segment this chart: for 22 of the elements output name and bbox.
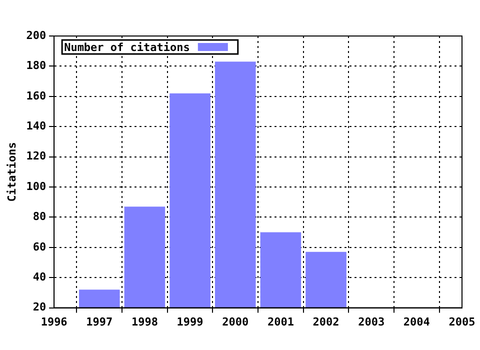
x-tick-label: 2000 bbox=[222, 315, 249, 328]
y-tick-label: 160 bbox=[26, 89, 46, 102]
x-tick-label: 1997 bbox=[86, 315, 113, 328]
y-tick-label: 200 bbox=[26, 28, 46, 42]
x-tick-label: 1998 bbox=[131, 315, 158, 328]
y-tick-label: 40 bbox=[32, 270, 46, 284]
legend-label: Number of citations bbox=[64, 40, 190, 54]
y-tick-label: 120 bbox=[26, 150, 46, 163]
x-tick-label: 2003 bbox=[358, 315, 385, 328]
y-tick-label: 180 bbox=[26, 59, 46, 72]
x-tick-label: 1999 bbox=[176, 315, 204, 328]
x-tick-label: 2001 bbox=[267, 315, 294, 328]
y-tick-label: 20 bbox=[32, 300, 46, 314]
y-tick-label: 140 bbox=[26, 119, 46, 132]
x-tick-label: 2005 bbox=[448, 315, 476, 328]
y-tick-label: 60 bbox=[32, 240, 46, 254]
x-tick-label: 2004 bbox=[403, 315, 430, 328]
y-axis-title: Citations bbox=[5, 142, 18, 202]
x-tick-label: 2002 bbox=[312, 315, 340, 328]
x-tick-label: 1996 bbox=[40, 315, 68, 328]
y-tick-label: 80 bbox=[32, 210, 46, 224]
y-tick-label: 100 bbox=[26, 180, 46, 193]
